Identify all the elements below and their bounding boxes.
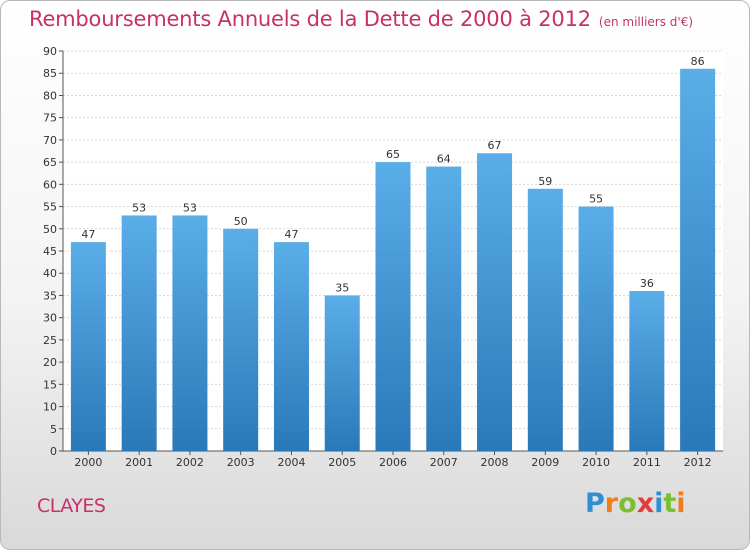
bar-value-label: 47 xyxy=(81,228,95,241)
x-tick-label: 2008 xyxy=(481,456,509,469)
bar-value-label: 47 xyxy=(284,228,298,241)
y-tick-label: 70 xyxy=(43,134,57,147)
logo-letter: P xyxy=(585,488,605,519)
logo-letter: i xyxy=(676,488,686,519)
y-tick-label: 15 xyxy=(43,378,57,391)
x-tick-label: 2009 xyxy=(531,456,559,469)
bar xyxy=(527,188,563,451)
bar-value-label: 65 xyxy=(386,148,400,161)
y-tick-label: 60 xyxy=(43,178,57,191)
bar xyxy=(578,206,614,451)
y-tick-label: 65 xyxy=(43,156,57,169)
bar-value-label: 55 xyxy=(589,193,603,206)
y-tick-label: 80 xyxy=(43,89,57,102)
y-tick-label: 75 xyxy=(43,112,57,125)
bar xyxy=(70,242,106,451)
x-tick-label: 2002 xyxy=(176,456,204,469)
y-tick-label: 0 xyxy=(50,445,57,458)
logo-letter: t xyxy=(663,488,677,519)
logo-letter: r xyxy=(604,488,619,519)
bar-value-label: 36 xyxy=(640,277,654,290)
logo-letter: i xyxy=(654,488,664,519)
bar-value-label: 64 xyxy=(437,153,451,166)
y-tick-label: 10 xyxy=(43,401,57,414)
logo-letter: o xyxy=(618,488,637,519)
x-tick-label: 2003 xyxy=(227,456,255,469)
chart-subtitle: (en milliers d'€) xyxy=(598,15,694,29)
y-tick-label: 35 xyxy=(43,289,57,302)
y-tick-label: 45 xyxy=(43,245,57,258)
y-tick-label: 20 xyxy=(43,356,57,369)
bar xyxy=(680,68,716,452)
bar xyxy=(121,215,157,451)
bar xyxy=(324,295,360,451)
bar xyxy=(629,291,665,451)
x-tick-label: 2011 xyxy=(633,456,661,469)
bar-value-label: 59 xyxy=(538,175,552,188)
x-tick-label: 2010 xyxy=(582,456,610,469)
y-tick-label: 55 xyxy=(43,201,57,214)
x-tick-label: 2005 xyxy=(328,456,356,469)
y-tick-label: 50 xyxy=(43,223,57,236)
y-tick-label: 25 xyxy=(43,334,57,347)
x-tick-label: 2012 xyxy=(684,456,712,469)
logo-letter: x xyxy=(636,488,655,519)
x-tick-label: 2001 xyxy=(125,456,153,469)
y-tick-label: 85 xyxy=(43,67,57,80)
bar xyxy=(273,242,309,451)
x-tick-label: 2007 xyxy=(430,456,458,469)
bar-value-label: 67 xyxy=(488,139,502,152)
bar-value-label: 50 xyxy=(234,215,248,228)
bar xyxy=(223,228,259,451)
bar xyxy=(477,153,513,451)
y-tick-label: 40 xyxy=(43,267,57,280)
commune-name: CLAYES xyxy=(37,495,106,517)
bar-value-label: 53 xyxy=(132,201,146,214)
bar xyxy=(426,166,462,452)
x-tick-label: 2000 xyxy=(74,456,102,469)
bar xyxy=(375,162,411,451)
chart-title-row: Remboursements Annuels de la Dette de 20… xyxy=(29,7,693,31)
chart-title: Remboursements Annuels de la Dette de 20… xyxy=(29,7,591,31)
bar-value-label: 86 xyxy=(691,55,705,68)
y-tick-label: 5 xyxy=(50,423,57,436)
y-tick-label: 30 xyxy=(43,312,57,325)
bar-value-label: 35 xyxy=(335,281,349,294)
y-tick-label: 90 xyxy=(43,45,57,58)
bar xyxy=(172,215,208,451)
proxiti-logo: Proxiti xyxy=(585,488,686,519)
x-tick-label: 2004 xyxy=(277,456,305,469)
bar-value-label: 53 xyxy=(183,201,197,214)
x-tick-label: 2006 xyxy=(379,456,407,469)
